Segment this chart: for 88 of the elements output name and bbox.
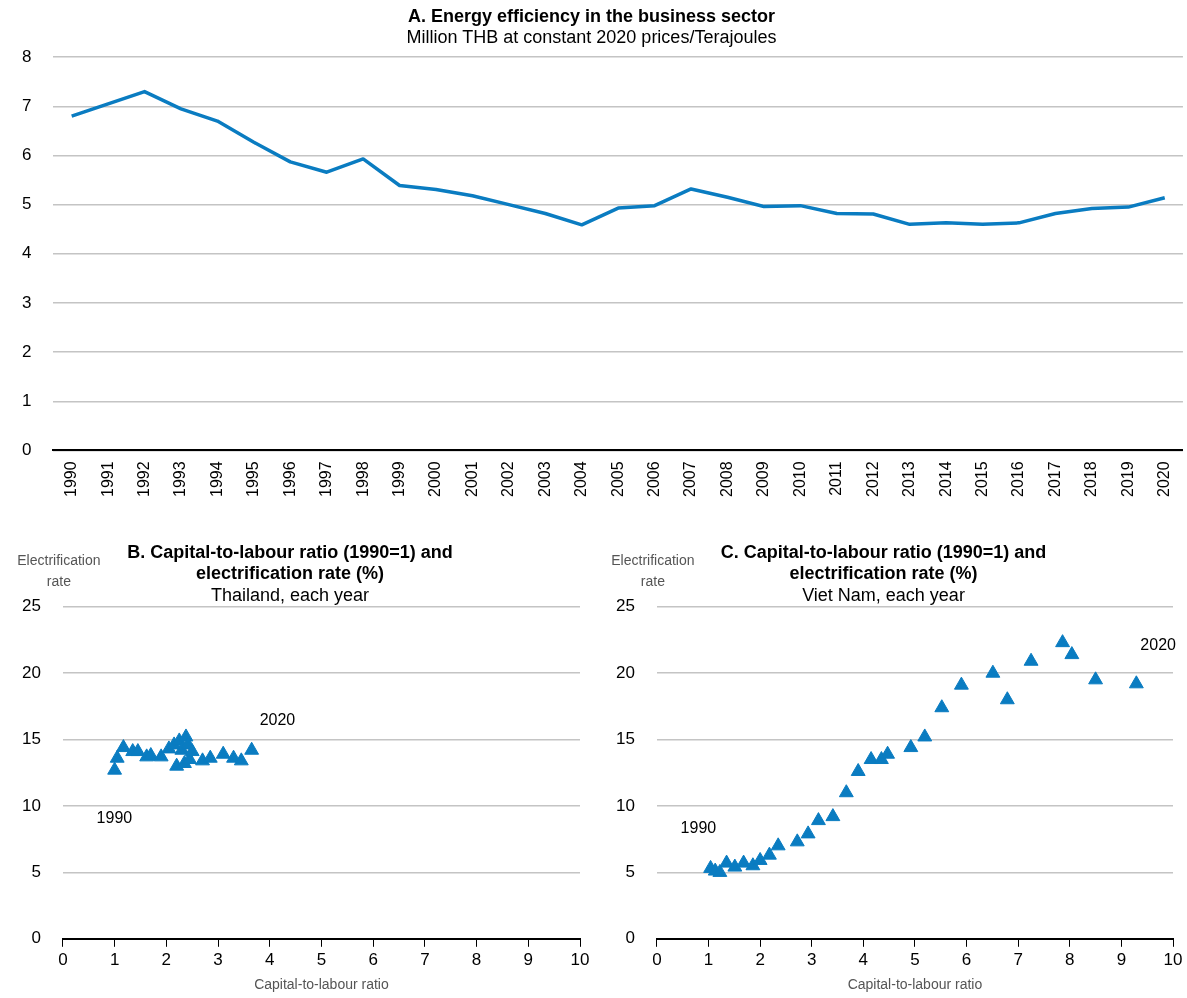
- x-tick-label: 2016: [1009, 461, 1027, 497]
- x-tick-label: 3: [807, 949, 817, 969]
- x-axis-title: Capital-to-labour ratio: [847, 976, 983, 993]
- x-tick-label: 2011: [827, 461, 845, 496]
- y-tick-label: 6: [21, 145, 32, 165]
- y-tick-label: 10: [615, 795, 635, 815]
- x-tick-label: 7: [1013, 949, 1023, 969]
- annotation: 2020: [259, 710, 296, 728]
- x-tick-label: 9: [1116, 949, 1127, 969]
- x-axis-title: Capital-to-labour ratio: [254, 976, 389, 993]
- x-tick-label: 4: [858, 949, 869, 969]
- x-tick-label: 2007: [681, 461, 699, 497]
- x-tick-label: 2002: [499, 461, 517, 497]
- y-tick-label: 15: [21, 729, 41, 749]
- chart-subtitle: Viet Nam, each year: [802, 584, 965, 605]
- chart-title: C. Capital-to-labour ratio (1990=1) and electrification rate (%): [720, 541, 1047, 584]
- chart-subtitle: Thailand, each year: [210, 584, 370, 605]
- x-tick-label: 2003: [535, 461, 553, 497]
- chart-subtitle: Million THB at constant 2020 prices/Terajoules: [406, 27, 777, 48]
- x-tick-label: 2000: [426, 461, 444, 497]
- y-axis-title: Electrification rate: [611, 551, 695, 589]
- x-tick-label: 2019: [1118, 461, 1136, 497]
- y-tick-label: 20: [21, 662, 41, 682]
- x-tick-label: 2: [161, 949, 172, 969]
- y-tick-label: 8: [21, 46, 32, 66]
- y-tick-label: 15: [615, 729, 635, 749]
- annotation: 2020: [1140, 636, 1177, 654]
- x-tick-label: 2006: [645, 461, 663, 497]
- x-tick-label: 2005: [608, 461, 626, 497]
- y-tick-label: 5: [21, 194, 32, 214]
- x-tick-label: 0: [652, 949, 662, 969]
- annotation: 1990: [96, 808, 133, 826]
- x-tick-label: 0: [58, 949, 68, 969]
- x-tick-label: 9: [523, 949, 534, 969]
- y-tick-label: 5: [625, 862, 635, 882]
- y-axis-title: Electrification rate: [17, 551, 101, 589]
- x-tick-label: 2010: [790, 461, 808, 497]
- x-tick-label: 4: [265, 949, 275, 969]
- y-tick-label: 1: [21, 390, 32, 410]
- x-tick-label: 1995: [244, 461, 262, 497]
- y-tick-label: 25: [21, 596, 41, 616]
- x-tick-label: 2020: [1155, 461, 1173, 497]
- x-tick-label: 8: [1065, 949, 1075, 969]
- x-tick-label: 2014: [936, 461, 954, 497]
- x-tick-label: 2012: [863, 461, 881, 497]
- x-tick-label: 5: [910, 949, 920, 969]
- y-tick-label: 3: [21, 292, 32, 312]
- x-tick-label: 3: [213, 949, 223, 969]
- y-tick-label: 0: [625, 928, 635, 948]
- chart-title: A. Energy efficiency in the business sector: [407, 5, 776, 26]
- x-tick-label: 6: [368, 949, 378, 969]
- x-tick-label: 1: [109, 949, 120, 969]
- y-tick-label: 0: [31, 928, 41, 948]
- y-tick-label: 5: [31, 862, 41, 882]
- annotation: 1990: [680, 818, 717, 836]
- y-tick-label: 10: [21, 795, 41, 815]
- y-tick-label: 0: [21, 440, 32, 460]
- x-tick-label: 1: [703, 949, 714, 969]
- y-tick-label: 2: [21, 341, 32, 361]
- x-tick-label: 1996: [280, 461, 298, 497]
- x-tick-label: 10: [1163, 949, 1183, 969]
- x-tick-label: 1998: [353, 461, 371, 497]
- x-tick-label: 2009: [754, 461, 772, 497]
- x-tick-label: 1990: [62, 461, 80, 497]
- x-tick-label: 1993: [171, 461, 189, 497]
- x-tick-label: 1999: [390, 461, 407, 497]
- x-tick-label: 2: [755, 949, 765, 969]
- x-tick-label: 7: [420, 949, 430, 969]
- y-tick-label: 25: [615, 596, 635, 616]
- x-tick-label: 1997: [317, 461, 335, 497]
- chart-title: B. Capital-to-labour ratio (1990=1) and electrification rate (%): [127, 541, 453, 584]
- x-tick-label: 8: [471, 949, 482, 969]
- y-tick-label: 7: [21, 96, 32, 116]
- y-tick-label: 20: [615, 662, 635, 682]
- y-tick-label: 4: [21, 243, 32, 263]
- x-tick-label: 2001: [462, 461, 480, 497]
- x-tick-label: 2015: [972, 461, 990, 497]
- x-tick-label: 10: [570, 949, 590, 969]
- x-tick-label: 2013: [900, 461, 918, 497]
- x-tick-label: 5: [316, 949, 327, 969]
- x-tick-label: 6: [961, 949, 972, 969]
- x-tick-label: 2008: [717, 461, 735, 497]
- x-tick-label: 2018: [1082, 461, 1100, 497]
- x-tick-label: 1991: [98, 461, 116, 497]
- x-tick-label: 2004: [572, 461, 590, 497]
- x-tick-label: 2017: [1045, 461, 1063, 497]
- x-tick-label: 1994: [207, 461, 225, 497]
- x-tick-label: 1992: [134, 461, 152, 497]
